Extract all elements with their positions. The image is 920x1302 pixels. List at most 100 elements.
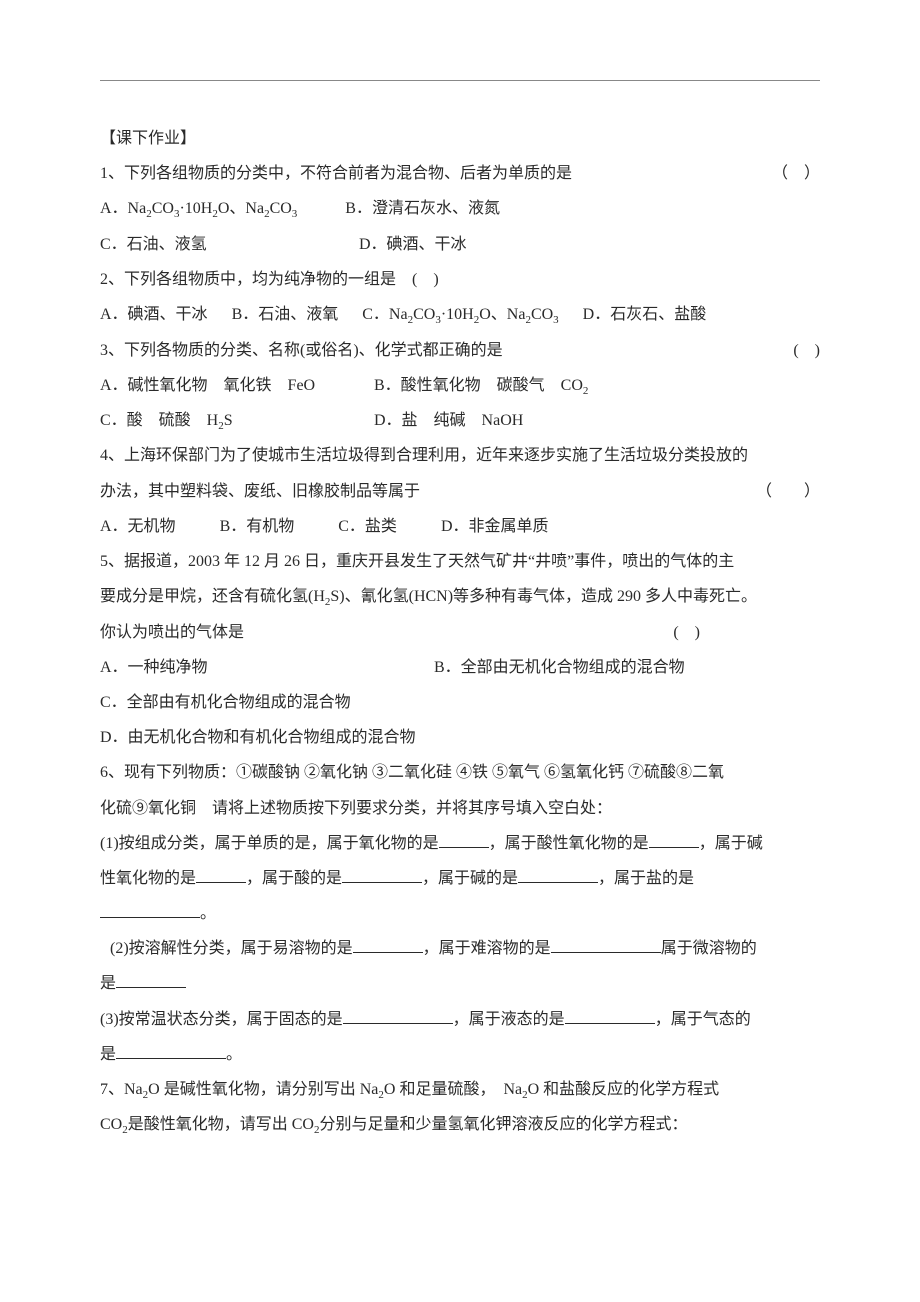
t: ，属于难溶物的是 [423, 940, 551, 957]
t: 7、Na [100, 1081, 143, 1098]
q1-paren: （ ） [772, 156, 820, 191]
q3-row2: C．酸 硫酸 H2S D．盐 纯碱 NaOH [100, 403, 820, 438]
s: 3 [553, 314, 559, 326]
t: ，属于碱 [699, 835, 763, 852]
t: ，属于气态的 [655, 1011, 751, 1028]
q2-row: A．碘酒、干冰 B．石油、液氧 C．Na2CO3·10H2O、Na2CO3 D．… [100, 297, 820, 332]
t: (1)按组成分类，属于单质的是，属于氧化物的是 [100, 835, 439, 852]
q3-text: 3、下列各物质的分类、名称(或俗名)、化学式都正确的是 [100, 342, 503, 359]
q6-p1-row2: 性氧化物的是 ，属于酸的是 ，属于碱的是 ，属于盐的是 [100, 861, 820, 896]
q3-paren: ( ) [793, 333, 820, 368]
q2-optA: A．碘酒、干冰 [100, 297, 208, 332]
blank [565, 1007, 655, 1024]
q5-optC: C．全部由有机化合物组成的混合物 [100, 685, 820, 720]
t: A．Na [100, 200, 146, 217]
blank [116, 971, 186, 988]
q4-line1: 4、上海环保部门为了使城市生活垃圾得到合理利用，近年来逐步实施了生活垃圾分类投放… [100, 438, 820, 473]
q1-optA: A．Na2CO3·10H2O、Na2CO3 [100, 191, 297, 226]
t: B．酸性氧化物 碳酸气 CO [374, 377, 583, 394]
s: 2 [583, 385, 589, 397]
q5-optB: B．全部由无机化合物组成的混合物 [434, 650, 685, 685]
t: CO [270, 200, 292, 217]
q7-line2: CO2是酸性氧化物，请写出 CO2分别与足量和少量氢氧化钾溶液反应的化学方程式： [100, 1107, 820, 1142]
t: 是 [100, 1046, 116, 1063]
blank [649, 831, 699, 848]
blank [518, 866, 598, 883]
t: C．Na [362, 306, 407, 323]
t: ，属于酸性氧化物的是 [489, 835, 649, 852]
t: CO [531, 306, 553, 323]
t: (2)按溶解性分类，属于易溶物的是 [110, 940, 353, 957]
q4-optC: C．盐类 [338, 509, 397, 544]
q3-optB: B．酸性氧化物 碳酸气 CO2 [374, 368, 588, 403]
top-rule [100, 80, 820, 81]
t: (3)按常温状态分类，属于固态的是 [100, 1011, 343, 1028]
t: 性氧化物的是 [100, 870, 196, 887]
s: 3 [292, 209, 298, 221]
t: O、Na [218, 200, 264, 217]
t: O 和足量硫酸， Na [384, 1081, 522, 1098]
q6-p2-row2: 是 [100, 966, 820, 1001]
t: S [224, 412, 233, 429]
q6-p1-row1: (1)按组成分类，属于单质的是，属于氧化物的是 ，属于酸性氧化物的是 ，属于碱 [100, 826, 820, 861]
blank [196, 866, 246, 883]
blank [353, 936, 423, 953]
blank [342, 866, 422, 883]
q1-optC: C．石油、液氢 [100, 227, 355, 262]
blank [551, 936, 661, 953]
q3-optD: D．盐 纯碱 NaOH [374, 403, 523, 438]
document-page: 【课下作业】 1、下列各组物质的分类中，不符合前者为混合物、后者为单质的是 （ … [0, 0, 920, 1183]
t: S)、氰化氢(HCN)等多种有毒气体，造成 290 多人中毒死亡。 [330, 588, 757, 605]
q5-line2: 要成分是甲烷，还含有硫化氢(H2S)、氰化氢(HCN)等多种有毒气体，造成 29… [100, 579, 820, 614]
t: O、Na [479, 306, 525, 323]
t: ，属于酸的是 [246, 870, 342, 887]
t: ·10H [179, 200, 212, 217]
q1-row1: A．Na2CO3·10H2O、Na2CO3 B．澄清石灰水、液氮 [100, 191, 820, 226]
t: ，属于盐的是 [598, 870, 694, 887]
section-title: 【课下作业】 [100, 121, 820, 156]
q5-line1: 5、据报道，2003 年 12 月 26 日，重庆开县发生了天然气矿井“井喷”事… [100, 544, 820, 579]
blank [439, 831, 489, 848]
q2-optB: B．石油、液氧 [232, 297, 339, 332]
q5-line3: 你认为喷出的气体是 ( ) [100, 615, 820, 650]
q4-text2: 办法，其中塑料袋、废纸、旧橡胶制品等属于 [100, 483, 420, 500]
q4-optB: B．有机物 [220, 509, 295, 544]
t: C．酸 硫酸 H [100, 412, 218, 429]
t: 是酸性氧化物，请写出 CO [128, 1116, 314, 1133]
q2-optC: C．Na2CO3·10H2O、Na2CO3 [362, 297, 558, 332]
blank [343, 1007, 453, 1024]
t: 分别与足量和少量氢氧化钾溶液反应的化学方程式： [319, 1116, 687, 1133]
q7-line1: 7、Na2O 是碱性氧化物，请分别写出 Na2O 和足量硫酸， Na2O 和盐酸… [100, 1072, 820, 1107]
q4-paren: （ ） [756, 474, 820, 509]
q6-line2: 化硫⑨氧化铜 请将上述物质按下列要求分类，并将其序号填入空白处： [100, 791, 820, 826]
t: ，属于液态的是 [453, 1011, 565, 1028]
t: CO [100, 1116, 122, 1133]
q4-row: A．无机物 B．有机物 C．盐类 D．非金属单质 [100, 509, 820, 544]
q3-stem: 3、下列各物质的分类、名称(或俗名)、化学式都正确的是 ( ) [100, 333, 820, 368]
q6-p2-row1: (2)按溶解性分类，属于易溶物的是，属于难溶物的是属于微溶物的 [100, 931, 820, 966]
q6-p3-row2: 是。 [100, 1037, 820, 1072]
q3-optA: A．碱性氧化物 氧化铁 FeO [100, 368, 370, 403]
blank [100, 901, 200, 918]
t: O 是碱性氧化物，请分别写出 Na [148, 1081, 378, 1098]
t: ，属于碱的是 [422, 870, 518, 887]
q4-optA: A．无机物 [100, 509, 176, 544]
q5-text3: 你认为喷出的气体是 [100, 624, 244, 641]
q5-row1: A．一种纯净物 B．全部由无机化合物组成的混合物 [100, 650, 820, 685]
t: ·10H [441, 306, 474, 323]
t: 是 [100, 975, 116, 992]
t: CO [413, 306, 435, 323]
q1-optD: D．碘酒、干冰 [359, 227, 467, 262]
q1-stem: 1、下列各组物质的分类中，不符合前者为混合物、后者为单质的是 （ ） [100, 156, 820, 191]
t: 。 [200, 905, 216, 922]
q3-row1: A．碱性氧化物 氧化铁 FeO B．酸性氧化物 碳酸气 CO2 [100, 368, 820, 403]
q5-optA: A．一种纯净物 [100, 650, 430, 685]
q1-row2: C．石油、液氢 D．碘酒、干冰 [100, 227, 820, 262]
q4-optD: D．非金属单质 [441, 509, 549, 544]
q6-p1-row3: 。 [100, 896, 820, 931]
q6-p3-row1: (3)按常温状态分类，属于固态的是 ，属于液态的是 ，属于气态的 [100, 1002, 820, 1037]
q2-stem: 2、下列各组物质中，均为纯净物的一组是 ( ) [100, 262, 820, 297]
q1-optB: B．澄清石灰水、液氮 [345, 191, 500, 226]
q1-text: 1、下列各组物质的分类中，不符合前者为混合物、后者为单质的是 [100, 165, 572, 182]
q5-optD: D．由无机化合物和有机化合物组成的混合物 [100, 720, 820, 755]
